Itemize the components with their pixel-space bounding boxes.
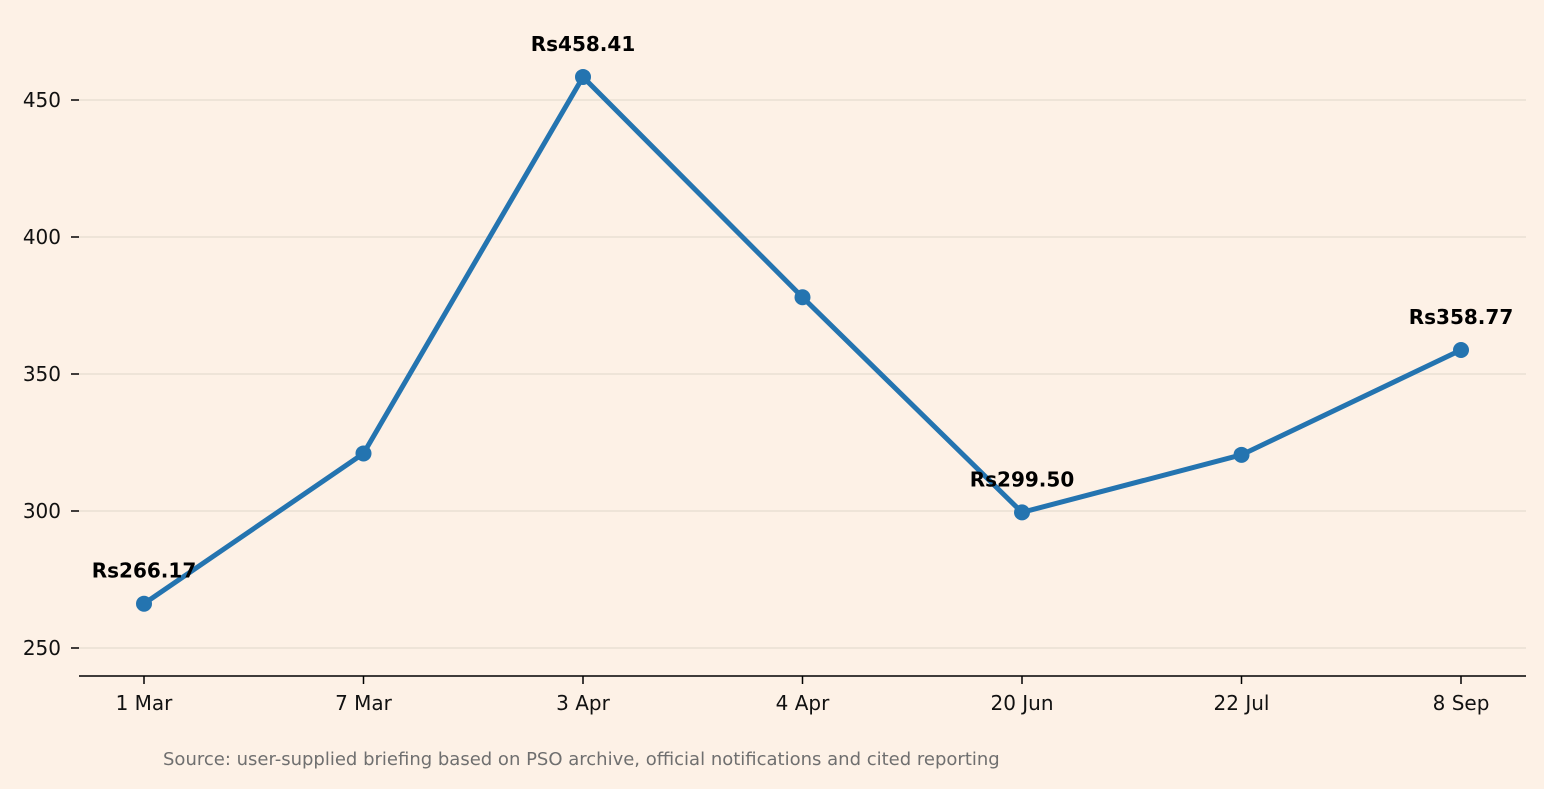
y-tick-label: 450 [23,88,61,112]
data-label: Rs458.41 [531,32,635,56]
gridlines [79,99,1526,649]
axes: 250 300 350 400 450 1 Mar 7 Mar 3 Apr 4 Apr 20 Ju… [23,88,1526,715]
data-points [136,68,1469,612]
x-tick-label: 3 Apr [556,691,610,715]
data-point [1233,446,1250,463]
data-point [1453,341,1469,358]
y-tick-label: 350 [23,362,61,386]
data-point [1014,504,1030,521]
data-label: Rs266.17 [92,559,196,583]
data-point [575,68,591,85]
x-tick-label: 4 Apr [776,691,830,715]
y-tick-label: 250 [23,636,61,660]
data-label: Rs358.77 [1409,305,1513,329]
data-label: Rs299.50 [970,467,1074,491]
data-labels: Rs266.17 Rs458.41 Rs299.50 Rs358.77 [92,32,1513,583]
x-tick-label: 20 Jun [990,691,1053,715]
x-tick-label: 1 Mar [116,691,174,715]
data-point [136,595,152,612]
data-point [355,445,372,462]
x-tick-label: 22 Jul [1214,691,1270,715]
source-note: Source: user-supplied briefing based on … [163,749,1000,770]
y-tick-label: 300 [23,499,61,523]
y-tick-label: 400 [23,225,61,249]
x-tick-label: 7 Mar [335,691,393,715]
x-tick-label: 8 Sep [1433,691,1490,715]
data-point [794,289,811,306]
